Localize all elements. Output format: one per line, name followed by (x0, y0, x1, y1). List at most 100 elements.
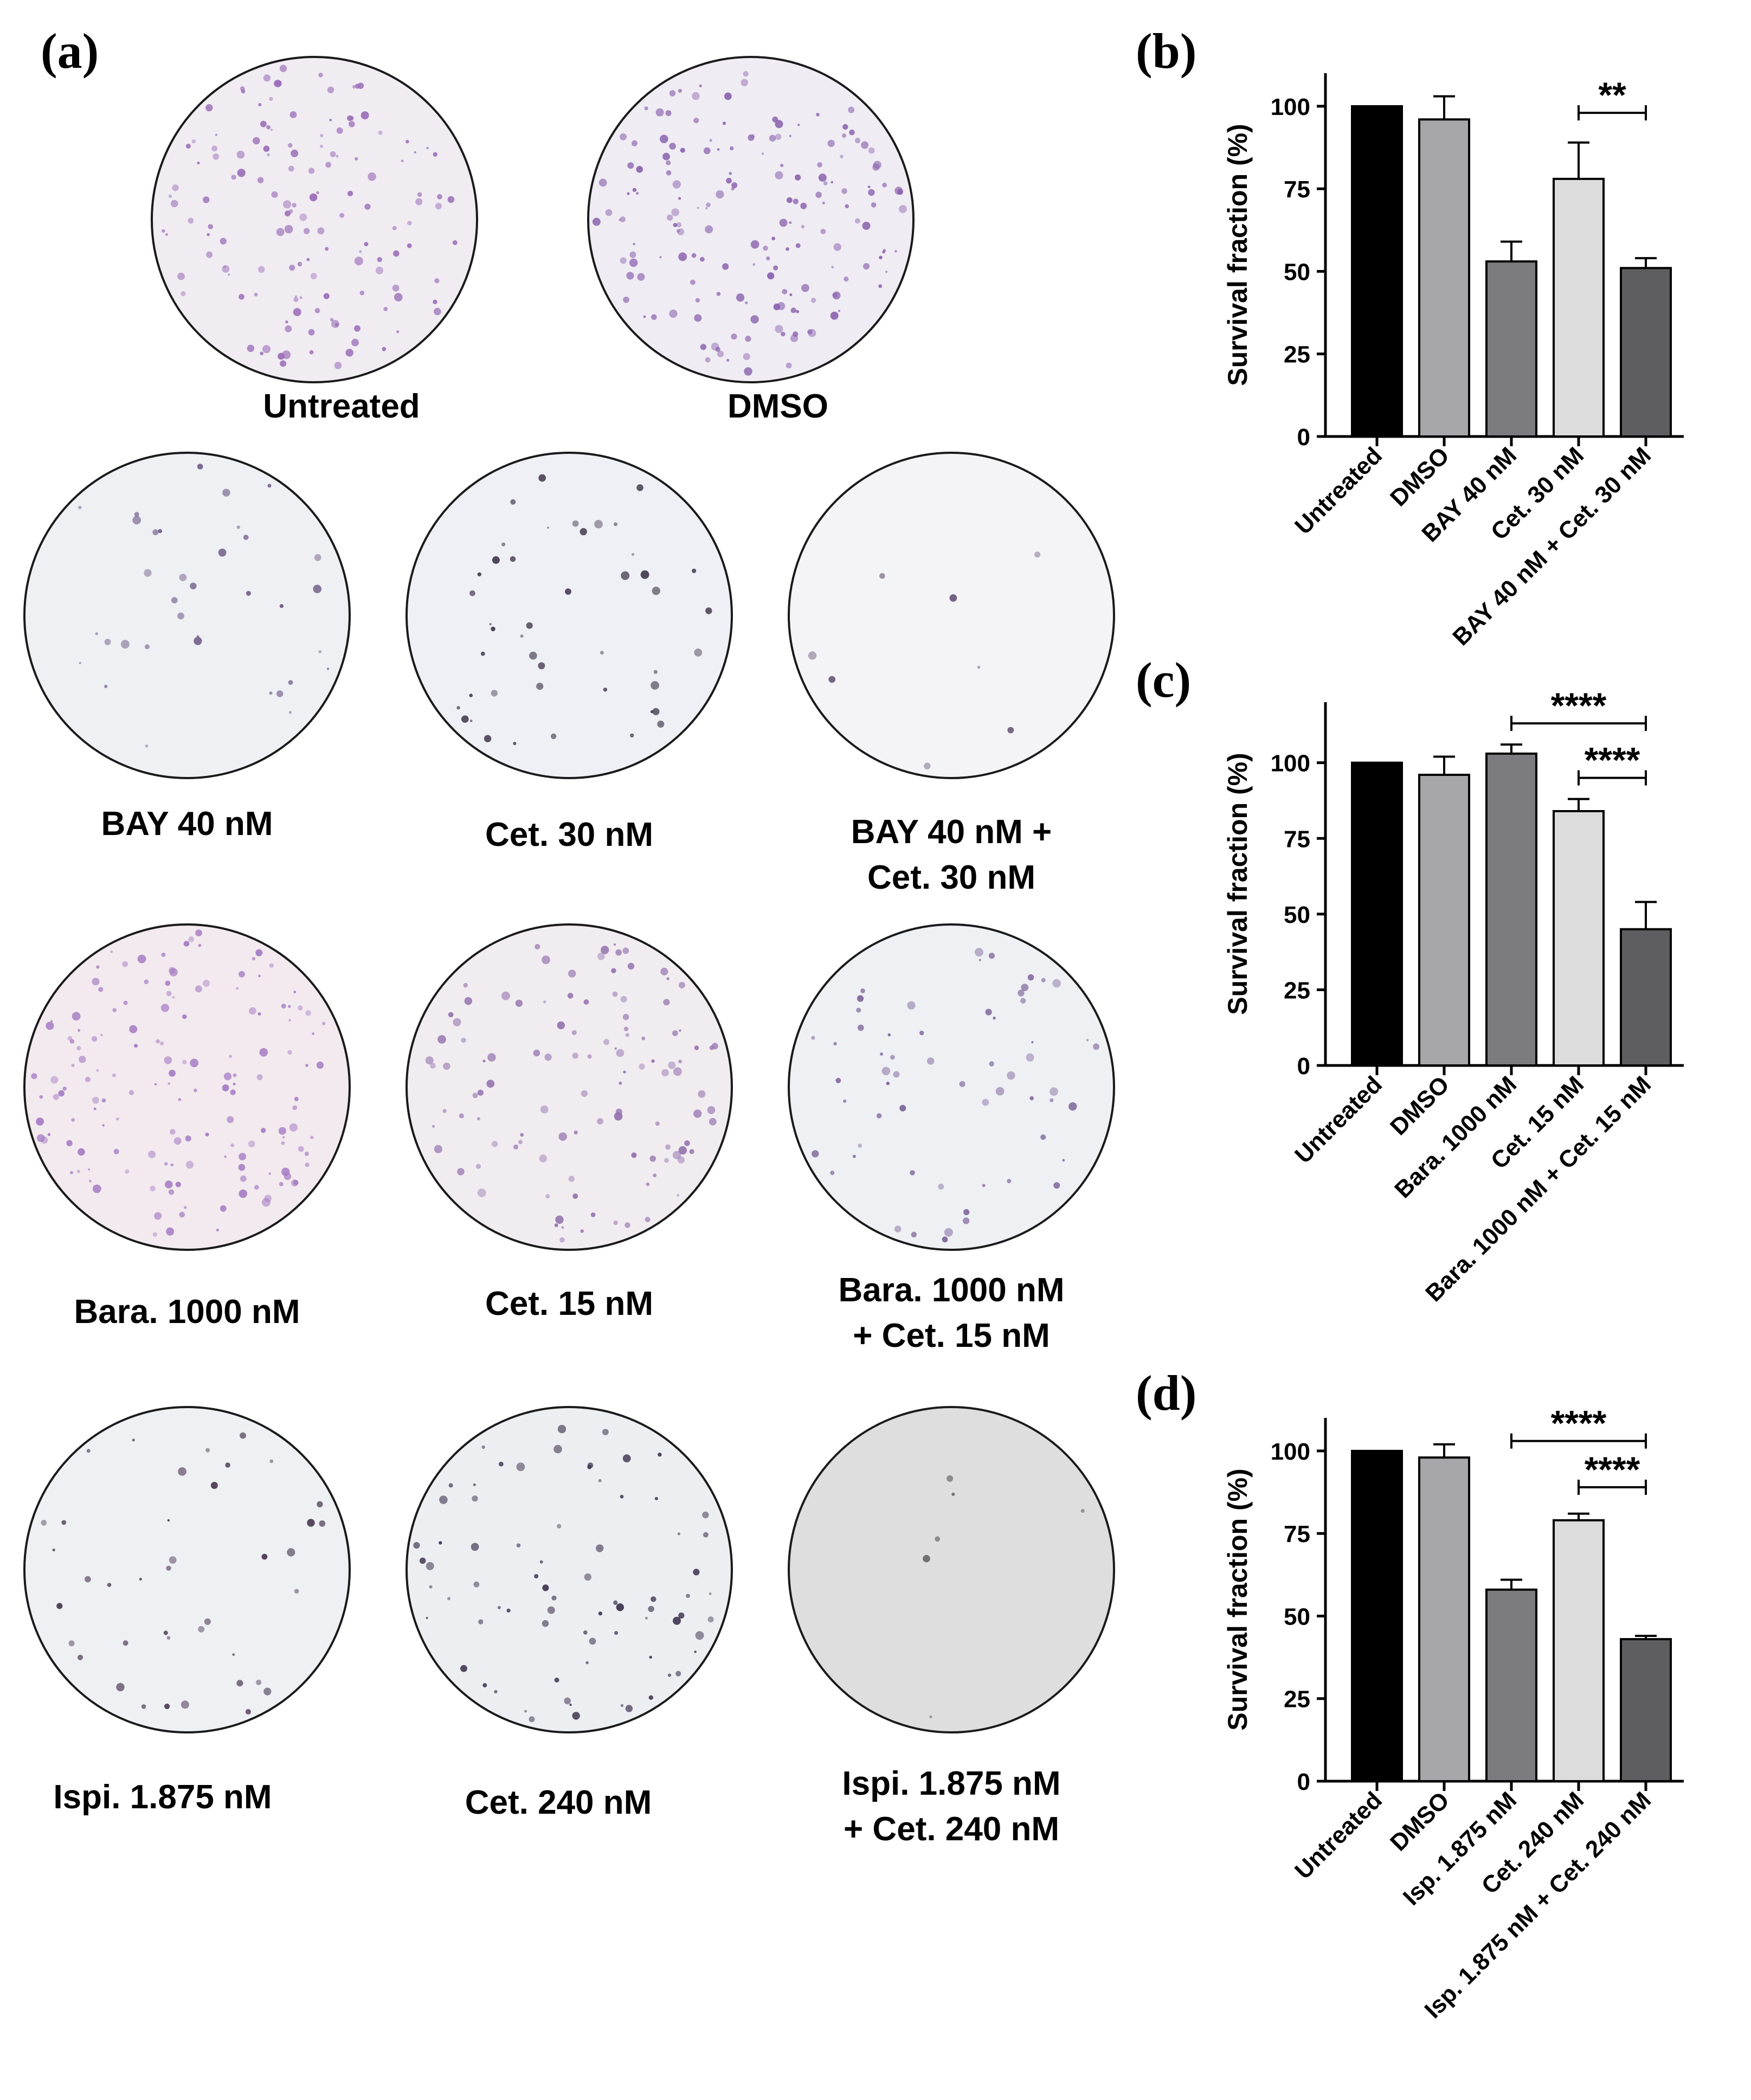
colony (96, 965, 100, 969)
colony (671, 208, 679, 216)
colony (100, 1033, 103, 1036)
colony (569, 1703, 572, 1706)
colony (128, 1090, 134, 1095)
colony (415, 198, 423, 205)
colony (831, 266, 834, 269)
colony (457, 1168, 465, 1176)
colony (841, 188, 847, 194)
colony (195, 929, 202, 936)
colony (125, 1169, 130, 1174)
colony (304, 228, 310, 234)
colony (364, 203, 371, 210)
colony (292, 203, 297, 208)
colony (329, 119, 332, 121)
colony (929, 1715, 932, 1719)
colony (132, 516, 141, 525)
colony (513, 1144, 519, 1149)
colony (437, 194, 442, 200)
colony (613, 1221, 618, 1225)
colony (165, 233, 168, 236)
colony (775, 120, 783, 129)
colony (542, 1620, 549, 1627)
colony (614, 1631, 619, 1635)
colony (542, 955, 550, 965)
colony (281, 1167, 290, 1176)
colony (849, 129, 855, 136)
colony (919, 1030, 924, 1036)
colony (572, 1193, 578, 1199)
dish-label: Cet. 240 nM (465, 1784, 652, 1821)
colony (288, 165, 294, 172)
colony (175, 1181, 181, 1187)
colony (975, 948, 983, 957)
colony (743, 353, 750, 361)
petri-dish: Ispi. 1.875 nM + Cet. 240 nM (788, 1406, 1115, 1848)
colony (838, 310, 841, 312)
colony (168, 194, 172, 198)
colony (613, 1600, 618, 1605)
colony (867, 185, 871, 188)
colony (91, 1036, 98, 1042)
colony (848, 106, 855, 113)
colony (447, 1597, 450, 1601)
dish-label: Cet. 15 nM (485, 1285, 653, 1322)
colony (116, 1682, 125, 1692)
colony (314, 308, 320, 313)
colony (316, 191, 319, 195)
colony (161, 953, 166, 957)
colony (461, 1037, 466, 1043)
colony (666, 170, 672, 176)
colony (181, 1700, 189, 1709)
colony (820, 229, 826, 234)
colony (716, 292, 721, 296)
colony (693, 118, 699, 124)
colony (351, 338, 359, 346)
petri-dish: Cet. 240 nM (405, 1406, 733, 1821)
colony (413, 1542, 420, 1549)
colony (597, 1118, 603, 1125)
colony (611, 968, 616, 973)
colony (288, 680, 293, 685)
colony (705, 607, 712, 614)
petri-dish: Ispi. 1.875 nM (23, 1406, 351, 1816)
colony (501, 991, 510, 1000)
colony (166, 1227, 175, 1236)
dish-label-line: BAY 40 nM (101, 805, 273, 843)
colony (170, 1129, 176, 1135)
colony (228, 1055, 233, 1058)
colony (169, 1069, 176, 1077)
colony (47, 1133, 51, 1136)
colony (827, 139, 835, 147)
colony (790, 307, 796, 313)
colony (662, 152, 670, 160)
colony (796, 310, 800, 313)
colony (299, 213, 307, 221)
bar (1620, 267, 1672, 438)
colony (665, 110, 672, 117)
dish-label: Bara. 1000 nM + Cet. 15 nM (839, 1271, 1065, 1354)
colony (669, 143, 676, 150)
colony (238, 1164, 246, 1171)
petri-dish: Untreated (151, 56, 478, 425)
colony (464, 997, 473, 1005)
colony (164, 1162, 168, 1166)
colony (1050, 1098, 1054, 1102)
colony (580, 528, 587, 536)
colony (657, 721, 665, 728)
colony (510, 556, 516, 562)
colony (630, 733, 634, 738)
colony (260, 351, 264, 356)
colony (448, 1012, 454, 1018)
dish-label-line: Untreated (263, 388, 420, 425)
colony (172, 184, 179, 191)
colony (894, 249, 897, 253)
colony (260, 120, 267, 127)
colony (543, 1000, 546, 1004)
colony (203, 980, 210, 987)
colony (690, 279, 696, 285)
colony (293, 297, 299, 303)
colony (646, 1182, 650, 1186)
colony (347, 190, 353, 196)
colony (377, 257, 382, 262)
colony (679, 981, 685, 988)
